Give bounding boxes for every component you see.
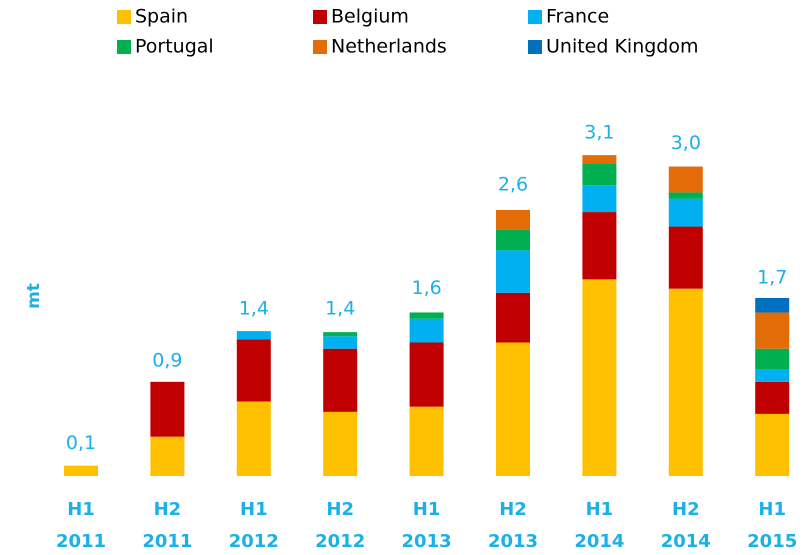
- bar-segment: [668, 226, 703, 289]
- legend-swatch: [313, 10, 327, 24]
- bar-segment: [64, 465, 98, 476]
- bar-segment: [496, 250, 530, 293]
- legend-swatch: [313, 40, 327, 54]
- x-tick-label: H1 2013: [402, 499, 452, 552]
- total-label: 1,4: [325, 298, 355, 320]
- bar-segment: [755, 312, 790, 349]
- x-tick-label: H1 2014: [574, 499, 624, 552]
- bar-segment: [755, 381, 790, 414]
- legend-swatch: [528, 10, 542, 24]
- total-label: 1,4: [239, 298, 269, 320]
- bar-segment: [755, 413, 790, 476]
- bar-segment: [582, 279, 617, 476]
- bar-segment: [755, 369, 790, 382]
- legend-swatch: [117, 40, 131, 54]
- total-label: 3,0: [671, 132, 701, 154]
- legend-swatch: [117, 10, 131, 24]
- x-tick-label: H2 2011: [142, 499, 192, 552]
- x-tick-label: H2 2012: [315, 499, 365, 552]
- legend-swatch: [528, 40, 542, 54]
- legend-label: United Kingdom: [546, 36, 699, 58]
- bar-segment: [755, 348, 790, 370]
- bar-segment: [236, 401, 271, 476]
- bar-segment: [323, 332, 358, 337]
- total-label: 0,9: [152, 349, 182, 371]
- legend-label: Belgium: [331, 6, 409, 28]
- bar-segment: [582, 155, 617, 164]
- legend-label: Netherlands: [331, 36, 447, 58]
- bar-segment: [582, 212, 617, 280]
- y-axis-label: mt: [24, 283, 44, 309]
- bar-segment: [496, 342, 530, 476]
- total-label: 2,6: [498, 173, 528, 195]
- total-label: 3,1: [584, 122, 614, 144]
- bar-segment: [755, 297, 790, 313]
- x-tick-label: H1 2012: [229, 499, 279, 552]
- bar-segment: [150, 381, 185, 437]
- total-label: 1,6: [411, 277, 441, 299]
- bar-segment: [496, 292, 530, 343]
- bar-segment: [668, 198, 703, 227]
- bar-segment: [496, 229, 530, 251]
- bar-segment: [409, 342, 444, 407]
- x-tick-label: H1 2011: [56, 499, 106, 552]
- bar-segment: [323, 348, 358, 412]
- x-tick-label: H2 2014: [661, 499, 711, 552]
- bar-segment: [409, 318, 444, 343]
- legend-label: Spain: [135, 6, 188, 28]
- x-tick-label: H1 2015: [747, 499, 797, 552]
- total-label: 0,1: [66, 432, 96, 454]
- bar-segment: [323, 336, 358, 349]
- bar-segment: [582, 163, 617, 186]
- bar-segment: [668, 192, 703, 199]
- bar-segment: [409, 406, 444, 476]
- x-tick-label: H2 2013: [488, 499, 538, 552]
- bar-segment: [236, 339, 271, 402]
- bar-segment: [150, 436, 185, 476]
- bar-segment: [409, 312, 444, 319]
- bar-segment: [496, 210, 530, 230]
- bar-segment: [236, 331, 271, 340]
- total-label: 1,7: [757, 267, 787, 289]
- bar-segment: [582, 185, 617, 213]
- legend-label: Portugal: [135, 36, 214, 58]
- bar-segment: [323, 411, 358, 476]
- bar-segment: [668, 288, 703, 476]
- bar-segment: [668, 166, 703, 193]
- legend-label: France: [546, 6, 609, 28]
